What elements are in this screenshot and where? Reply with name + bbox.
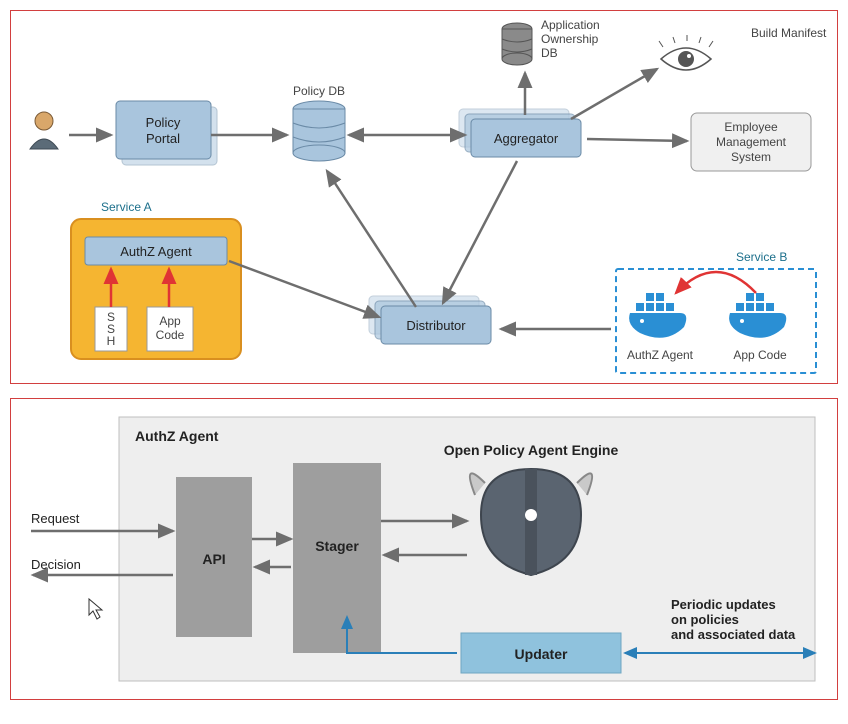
service-b-group: Service B AuthZ Agent App Code — [616, 250, 816, 373]
side1: Periodic updates — [671, 597, 776, 612]
policy-portal-label-2: Portal — [146, 131, 180, 146]
request-label: Request — [31, 511, 80, 526]
edge-agg-emp — [587, 139, 687, 141]
authz-agent-detail-panel: AuthZ Agent API Stager Open Policy Agent… — [10, 398, 838, 700]
aggregator-node: Aggregator — [459, 109, 581, 157]
app-own-db-l3: DB — [541, 46, 558, 60]
build-manifest-label: Build Manifest — [751, 26, 827, 40]
eye-icon — [659, 35, 713, 70]
side3: and associated data — [671, 627, 796, 642]
edge-agg-manifest — [571, 69, 657, 119]
app-ownership-db-node: Application Ownership DB — [502, 18, 600, 65]
service-a-agent-label: AuthZ Agent — [120, 244, 192, 259]
app-l2: Code — [156, 328, 185, 342]
policy-portal-node: Policy Portal — [116, 101, 217, 165]
app-own-db-l2: Ownership — [541, 32, 599, 46]
architecture-overview-panel: Policy Portal Policy DB Aggregator Appli… — [10, 10, 838, 384]
side2: on policies — [671, 612, 739, 627]
emp-l2: Management — [716, 135, 787, 149]
db-single-icon — [502, 23, 532, 65]
updater-label: Updater — [515, 646, 568, 662]
app-l1: App — [159, 314, 181, 328]
edge-sb-internal — [676, 272, 756, 293]
policy-db-label: Policy DB — [293, 84, 345, 98]
service-b-title: Service B — [736, 250, 787, 264]
decision-label: Decision — [31, 557, 81, 572]
opa-label: Open Policy Agent Engine — [444, 442, 619, 458]
sb-child1: AuthZ Agent — [627, 348, 694, 362]
cursor-icon — [89, 599, 102, 619]
emp-l3: System — [731, 150, 771, 164]
ssh-l3: H — [107, 334, 116, 348]
docker-icon-authz — [629, 293, 686, 338]
service-a-title: Service A — [101, 200, 152, 214]
emp-l1: Employee — [724, 120, 778, 134]
sb-child2: App Code — [733, 348, 787, 362]
policy-portal-label-1: Policy — [146, 115, 181, 130]
build-manifest-node: Build Manifest — [659, 26, 827, 70]
stager-label: Stager — [315, 538, 359, 554]
distributor-node: Distributor — [369, 296, 491, 344]
stager-box — [293, 463, 381, 653]
db-stack-icon — [293, 101, 345, 161]
user-icon — [30, 112, 58, 149]
edge-agg-dist — [443, 161, 517, 303]
policy-db-node: Policy DB — [293, 84, 345, 161]
edge-dist-db — [327, 171, 416, 307]
app-own-db-l1: Application — [541, 18, 600, 32]
edge-sa-dist — [229, 261, 379, 317]
aggregator-label: Aggregator — [494, 131, 559, 146]
api-label: API — [202, 551, 225, 567]
distributor-label: Distributor — [406, 318, 466, 333]
emp-mgmt-node: Employee Management System — [691, 113, 811, 171]
docker-icon-app — [729, 293, 786, 338]
service-a-group: Service A AuthZ Agent S S H App Code — [71, 200, 241, 359]
authz-title: AuthZ Agent — [135, 428, 219, 444]
